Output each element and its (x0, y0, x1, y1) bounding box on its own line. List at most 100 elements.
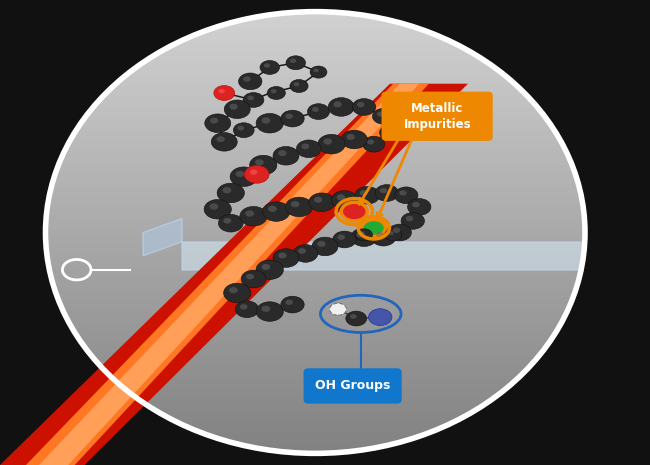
Circle shape (290, 59, 296, 63)
Circle shape (298, 248, 306, 254)
Circle shape (341, 130, 367, 149)
Circle shape (268, 206, 277, 212)
Circle shape (243, 93, 264, 107)
Circle shape (243, 76, 251, 82)
Circle shape (372, 108, 395, 124)
Circle shape (216, 136, 225, 142)
Circle shape (240, 206, 267, 226)
Circle shape (412, 202, 420, 207)
Circle shape (351, 228, 377, 246)
Circle shape (294, 82, 300, 86)
Circle shape (209, 203, 218, 210)
Circle shape (356, 229, 372, 241)
Circle shape (239, 73, 262, 90)
Circle shape (233, 123, 254, 138)
Circle shape (302, 144, 309, 149)
FancyBboxPatch shape (382, 92, 493, 141)
Text: Metallic
Impurities: Metallic Impurities (404, 102, 471, 131)
Circle shape (352, 99, 376, 115)
Circle shape (318, 134, 345, 154)
Circle shape (323, 138, 332, 145)
Circle shape (346, 311, 367, 326)
Circle shape (246, 274, 254, 279)
Circle shape (237, 126, 244, 131)
Circle shape (205, 114, 231, 133)
Circle shape (377, 112, 384, 117)
Circle shape (380, 188, 387, 193)
Circle shape (273, 249, 299, 267)
Circle shape (264, 63, 270, 68)
FancyBboxPatch shape (304, 368, 402, 404)
Circle shape (256, 260, 283, 279)
Circle shape (286, 56, 306, 70)
Circle shape (376, 232, 384, 238)
Circle shape (401, 213, 424, 229)
Circle shape (261, 117, 270, 124)
Circle shape (281, 296, 304, 313)
Circle shape (337, 194, 345, 200)
Circle shape (235, 171, 244, 177)
Circle shape (281, 110, 304, 127)
Circle shape (399, 190, 407, 196)
Circle shape (278, 150, 287, 156)
Circle shape (224, 100, 250, 119)
Circle shape (229, 287, 238, 293)
Circle shape (218, 89, 225, 93)
Circle shape (250, 170, 257, 175)
Circle shape (224, 283, 251, 303)
Circle shape (211, 133, 237, 151)
Circle shape (255, 159, 264, 166)
Circle shape (350, 314, 357, 319)
Circle shape (204, 199, 231, 219)
Circle shape (384, 128, 391, 133)
Circle shape (290, 80, 308, 93)
Circle shape (256, 113, 283, 133)
Circle shape (362, 219, 385, 236)
Circle shape (367, 140, 374, 145)
Circle shape (271, 89, 277, 93)
Circle shape (263, 202, 290, 221)
Circle shape (313, 68, 319, 73)
Circle shape (260, 60, 280, 74)
Circle shape (224, 218, 231, 224)
Circle shape (278, 252, 287, 259)
Circle shape (314, 197, 322, 203)
Circle shape (312, 107, 319, 112)
Circle shape (330, 303, 346, 315)
Circle shape (291, 201, 300, 207)
Polygon shape (26, 84, 429, 465)
Circle shape (333, 231, 356, 248)
Circle shape (380, 125, 400, 140)
Circle shape (393, 227, 400, 233)
Circle shape (307, 104, 330, 120)
Circle shape (332, 191, 358, 209)
Circle shape (309, 193, 335, 212)
Circle shape (357, 102, 365, 107)
Circle shape (333, 101, 342, 107)
Circle shape (369, 309, 392, 325)
Circle shape (230, 167, 257, 186)
Circle shape (247, 95, 254, 100)
Polygon shape (182, 242, 585, 270)
Circle shape (337, 234, 345, 240)
Circle shape (256, 302, 283, 321)
Circle shape (261, 306, 270, 312)
Circle shape (214, 86, 235, 100)
Circle shape (273, 146, 299, 165)
Circle shape (210, 118, 218, 124)
Circle shape (218, 214, 243, 232)
Circle shape (310, 66, 327, 78)
Polygon shape (39, 84, 419, 465)
Circle shape (385, 229, 402, 241)
Circle shape (388, 231, 394, 235)
Circle shape (395, 187, 418, 204)
Circle shape (346, 134, 355, 140)
Polygon shape (0, 84, 468, 465)
Circle shape (240, 304, 248, 310)
Circle shape (245, 210, 254, 217)
Circle shape (359, 231, 365, 235)
Circle shape (355, 186, 380, 204)
Circle shape (217, 183, 244, 203)
Circle shape (328, 98, 354, 116)
Circle shape (375, 185, 398, 201)
